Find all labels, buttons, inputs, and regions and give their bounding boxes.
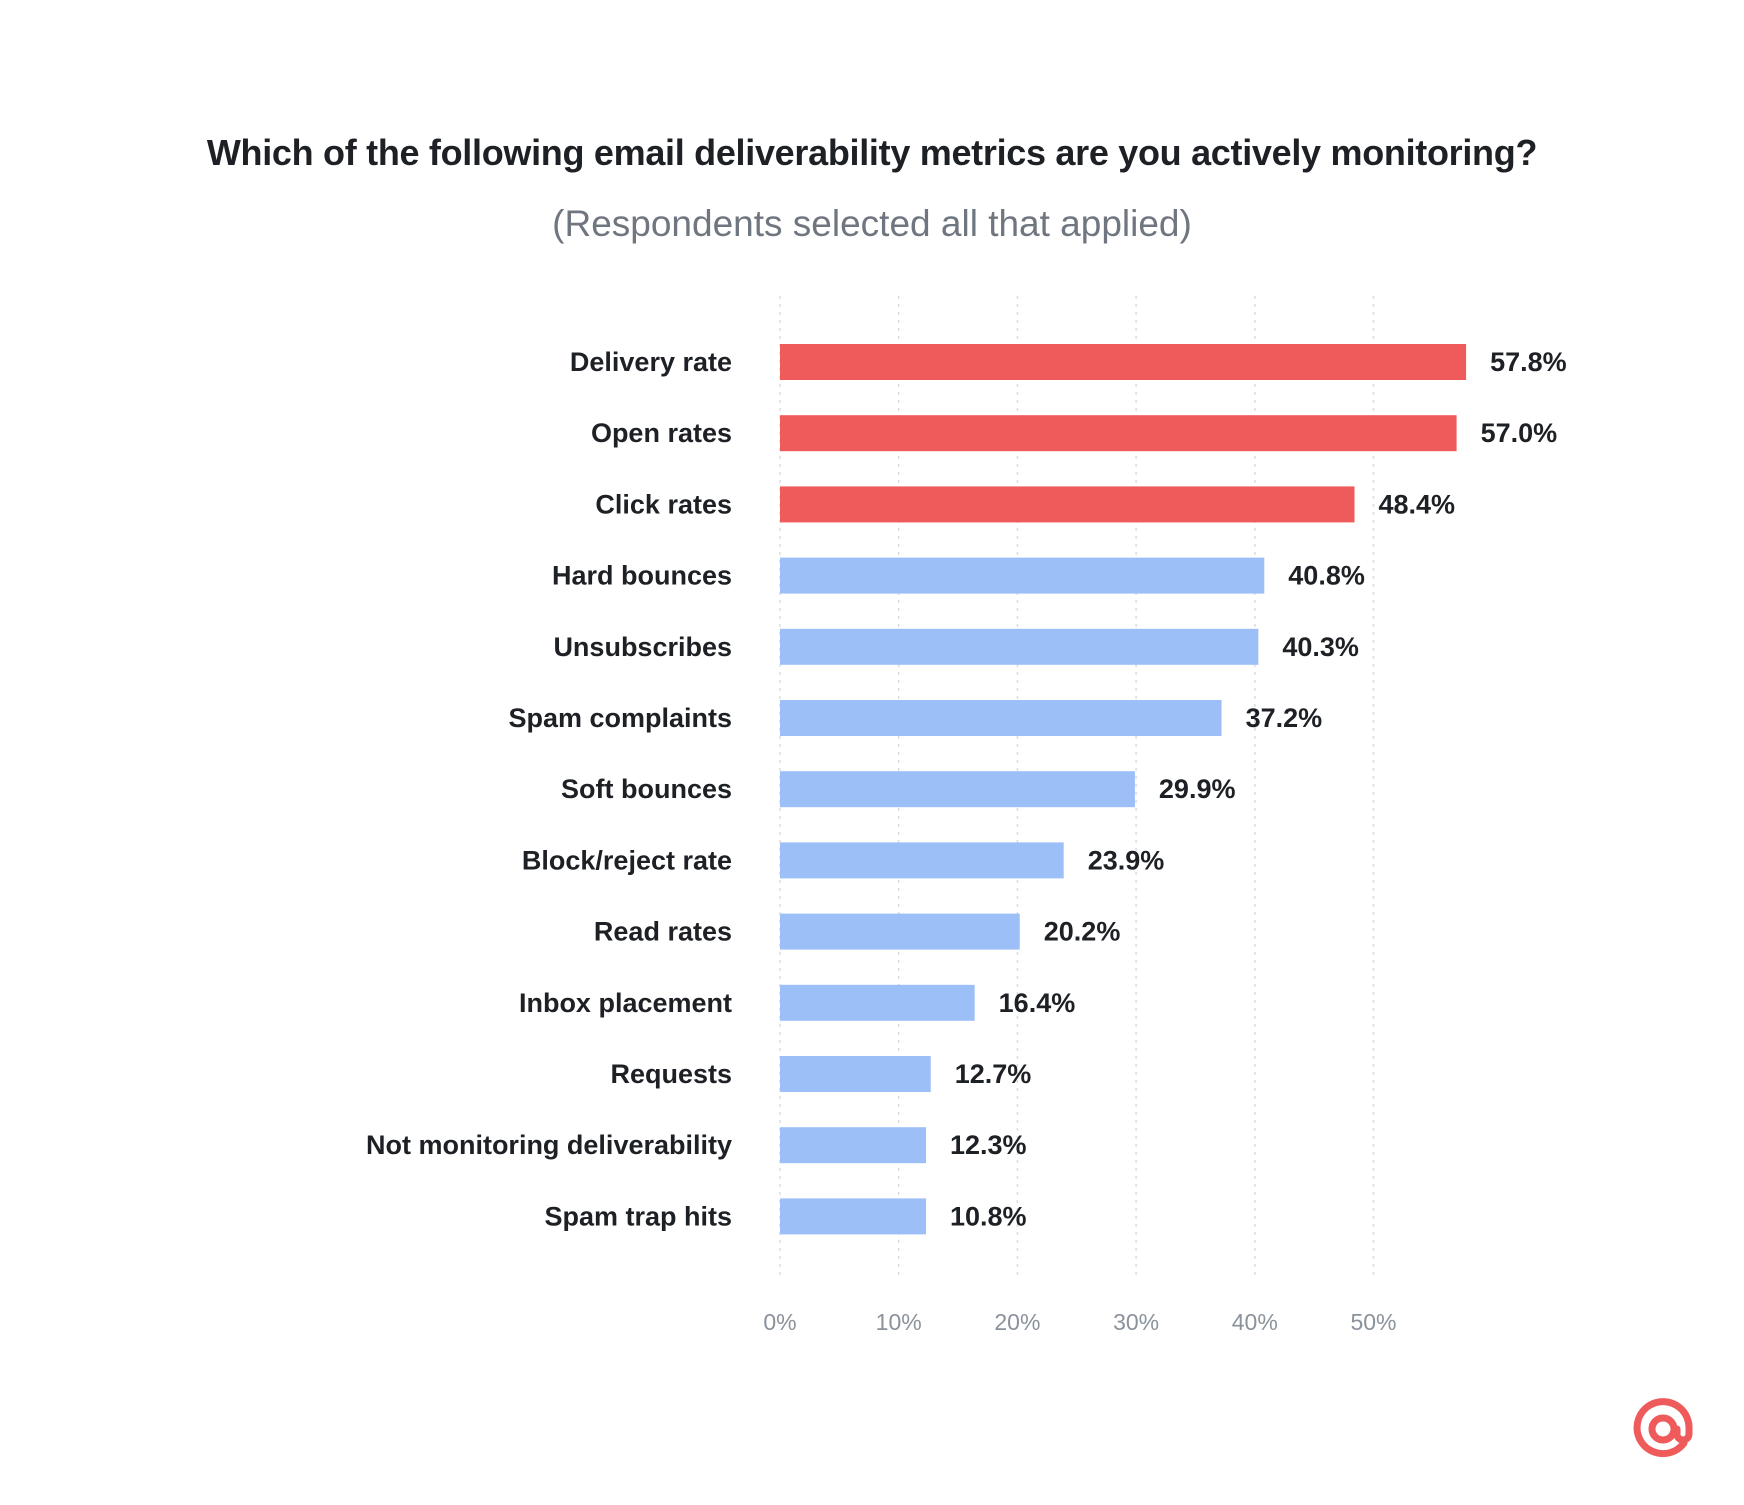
bar — [780, 984, 975, 1021]
x-tick-label: 0% — [763, 1309, 796, 1335]
value-labels: 57.8% 57.0% 48.4% 40.8% 40.3% 37.2% 29.9% 23.9%… — [950, 347, 1567, 1231]
category-label: Hard bounces — [552, 561, 732, 591]
category-label: Click rates — [595, 489, 732, 519]
bar — [780, 771, 1135, 808]
category-label: Inbox placement — [519, 988, 732, 1018]
value-label: 40.3% — [1282, 632, 1359, 662]
category-label: Unsubscribes — [553, 632, 732, 662]
bar — [780, 486, 1355, 523]
value-label: 29.9% — [1159, 774, 1236, 804]
bar — [780, 913, 1020, 950]
bar — [780, 1127, 927, 1164]
value-label: 12.3% — [950, 1130, 1027, 1160]
bar — [780, 842, 1064, 879]
chart-title: Which of the following email deliverabil… — [206, 132, 1538, 173]
category-label: Spam trap hits — [544, 1201, 732, 1231]
category-label: Delivery rate — [570, 347, 732, 377]
bar — [780, 700, 1222, 736]
value-label: 12.7% — [955, 1059, 1032, 1089]
value-label: 16.4% — [999, 988, 1076, 1018]
value-label: 57.8% — [1490, 347, 1567, 377]
bar — [780, 344, 1467, 380]
bar — [780, 557, 1265, 594]
value-label: 37.2% — [1246, 703, 1323, 733]
value-label: 23.9% — [1088, 845, 1165, 875]
bar — [780, 1056, 931, 1092]
value-label: 20.2% — [1044, 917, 1121, 947]
value-label: 57.0% — [1481, 418, 1558, 448]
category-label: Block/reject rate — [522, 845, 732, 875]
x-tick-label: 30% — [1113, 1309, 1159, 1335]
category-label: Soft bounces — [561, 774, 732, 804]
category-label: Read rates — [594, 917, 732, 947]
category-label: Not monitoring deliverability — [366, 1130, 732, 1160]
bar — [780, 628, 1259, 665]
category-label: Open rates — [591, 418, 732, 448]
x-tick-label: 20% — [994, 1309, 1040, 1335]
x-tick-label: 40% — [1232, 1309, 1278, 1335]
bars — [780, 344, 1467, 1235]
x-tick-label: 10% — [876, 1309, 922, 1335]
category-labels: Delivery rate Open rates Click rates Hard b… — [366, 347, 732, 1231]
value-label: 40.8% — [1288, 561, 1365, 591]
value-label: 48.4% — [1379, 489, 1456, 519]
chart-subtitle: (Respondents selected all that applied) — [552, 203, 1192, 244]
value-label: 10.8% — [950, 1201, 1027, 1231]
x-axis-ticks: 0% 10% 20% 30% 40% 50% — [763, 1309, 1396, 1335]
x-tick-label: 50% — [1350, 1309, 1396, 1335]
at-sign-icon — [1633, 1398, 1693, 1458]
category-label: Spam complaints — [508, 703, 732, 733]
bar — [780, 1198, 927, 1235]
category-label: Requests — [610, 1059, 732, 1089]
bar — [780, 415, 1457, 452]
